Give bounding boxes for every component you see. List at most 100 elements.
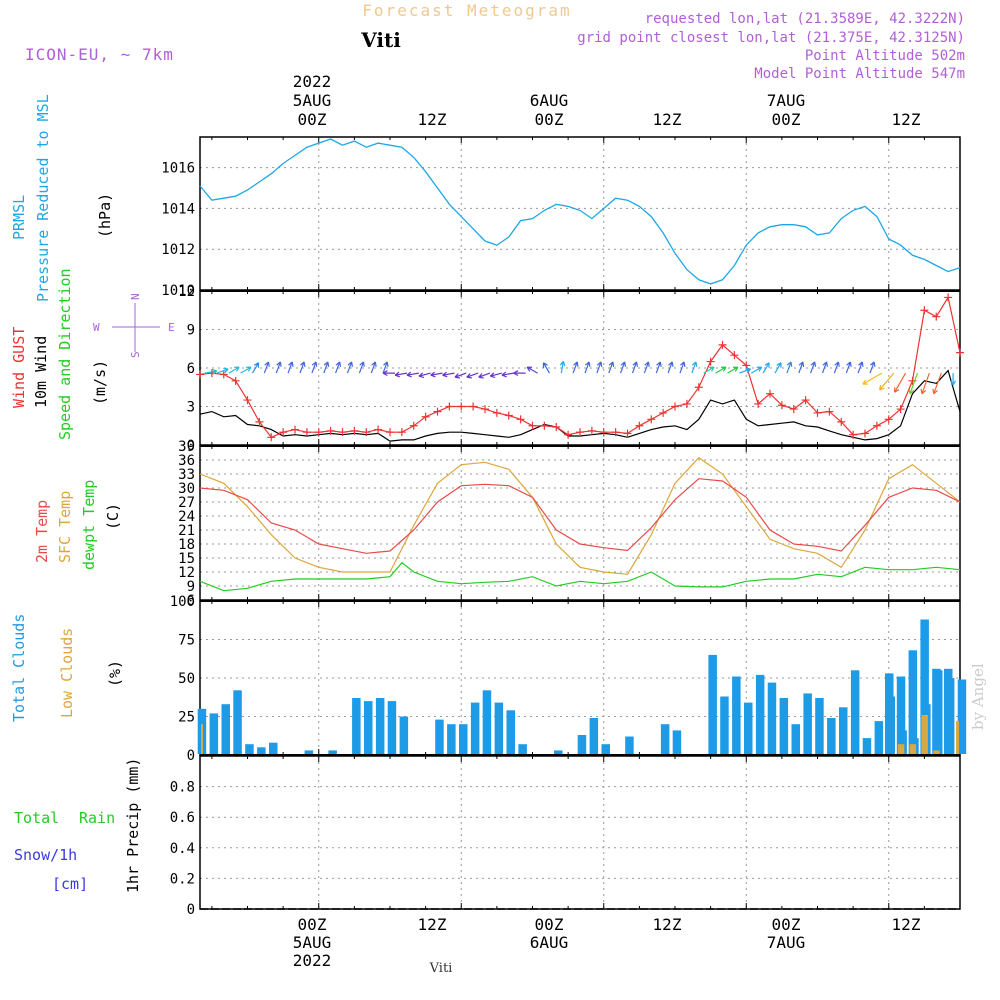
wind-direction-arrow	[382, 361, 389, 374]
wind-direction-arrow	[478, 372, 491, 379]
wind-gust-point	[789, 405, 798, 414]
wind-gust-point	[694, 383, 703, 392]
total-clouds-bar	[494, 702, 504, 754]
total-clouds-bar	[577, 735, 587, 754]
wind-gust-point	[801, 396, 810, 405]
wind-gust-point	[481, 405, 489, 414]
wind-gust-point	[956, 348, 964, 357]
compass-south: S	[129, 351, 142, 358]
total-clouds-bar	[459, 724, 468, 754]
low-clouds-bar	[897, 744, 905, 754]
wind-gust-point	[279, 428, 288, 437]
model-label: ICON-EU, ~ 7km	[25, 45, 174, 64]
pressure-label-2: Pressure Reduced to MSL	[34, 94, 52, 302]
wind-direction-arrow	[879, 372, 895, 391]
wind-gust-point	[861, 429, 869, 438]
total-clouds-bar	[957, 679, 967, 754]
y-tick-label: 12	[178, 284, 195, 300]
wind-gust-point	[291, 425, 299, 434]
temp-unit-label: (C)	[104, 503, 122, 530]
wind-gust-point	[587, 426, 596, 435]
total-clouds-bar	[601, 744, 610, 754]
wind-direction-arrow	[572, 361, 579, 374]
wind-direction-arrow	[679, 361, 686, 374]
total-clouds-bar	[470, 702, 480, 754]
wind-direction-arrow	[216, 367, 229, 374]
y-tick-label: 33	[178, 467, 195, 483]
total-clouds-bar	[932, 668, 941, 754]
y-tick-label: 24	[178, 509, 195, 525]
y-tick-label: 6	[187, 593, 195, 609]
bottom-time-label: 5AUG	[293, 933, 332, 952]
wind-gust-point	[243, 396, 252, 405]
wind-direction-arrow	[489, 372, 503, 378]
y-tick-label: 1014	[161, 201, 195, 217]
wind-direction-arrow	[406, 371, 419, 378]
sfc-temp-series-line	[199, 456, 961, 575]
y-tick-label: 0	[187, 438, 195, 454]
wind-direction-arrow	[513, 370, 526, 377]
wind-direction-arrow	[810, 361, 817, 374]
total-clouds-bar	[944, 668, 953, 754]
low-clouds-bar	[956, 721, 959, 754]
total-clouds-bar	[447, 724, 456, 754]
wind-gust-point	[706, 357, 715, 366]
wind-direction-arrow	[920, 372, 930, 395]
snow-label: Snow/1h	[14, 846, 77, 864]
wind-gust-point	[267, 433, 276, 442]
wind-gust-point	[552, 423, 561, 432]
wind-direction-arrow	[335, 361, 342, 374]
wind-direction-arrow	[323, 361, 330, 374]
y-tick-label: 1010	[161, 283, 195, 299]
compass-rose: W E N S	[93, 293, 175, 358]
watermark: by Angel	[969, 663, 987, 730]
location-title: Viti	[360, 28, 401, 52]
wind-direction-arrow	[932, 372, 942, 395]
y-tick-label: 21	[178, 523, 195, 539]
total-clouds-bar	[720, 696, 729, 754]
total-clouds-bar	[827, 718, 836, 754]
wind-gust-point	[920, 306, 929, 315]
total-clouds-bar	[839, 707, 848, 754]
total-clouds-bar	[732, 676, 741, 754]
total-clouds-bar	[755, 674, 765, 754]
total-clouds-bar	[506, 710, 515, 754]
wind-direction-arrow	[833, 361, 840, 374]
wind-gust-point	[374, 425, 383, 434]
bottom-time-label: 00Z	[535, 915, 564, 934]
y-tick-label: 0.6	[170, 810, 195, 826]
total-clouds-bar	[375, 698, 385, 754]
super-title: Forecast Meteogram	[362, 1, 571, 20]
wind-direction-arrow	[762, 362, 770, 374]
clouds-unit-label: (%)	[106, 660, 124, 687]
wind-direction-arrow	[584, 361, 591, 374]
t2m-series-line	[199, 478, 961, 554]
top-time-label: 00Z	[535, 110, 564, 129]
wind-gust-point	[872, 421, 881, 430]
y-tick-label: 9	[187, 579, 195, 595]
wind-gust-point	[647, 415, 656, 424]
wind-gust-label: Wind GUST	[10, 327, 28, 408]
wind-direction-arrow	[631, 361, 638, 374]
total-clouds-bar	[233, 690, 242, 754]
wind-direction-arrow	[418, 372, 431, 378]
total-clouds-bar	[791, 724, 800, 754]
total-clouds-bar	[269, 742, 278, 754]
snow-unit-label: [cm]	[52, 875, 88, 893]
requested-coords: requested lon,lat (21.3589E, 42.3222N)	[645, 11, 965, 27]
wind-direction-arrow	[275, 361, 282, 374]
pressure-label-1: PRMSL	[10, 195, 28, 240]
wind-direction-arrow	[299, 361, 306, 374]
total-clouds-bar	[767, 682, 777, 754]
wind-gust-point	[528, 421, 537, 430]
wind-gust-point	[635, 421, 644, 430]
wind-gust-point	[314, 428, 323, 437]
wind-gust-point	[409, 421, 418, 430]
footer-location: Viti	[429, 961, 453, 976]
y-tick-label: 75	[178, 633, 195, 649]
low-clouds-bar	[921, 715, 928, 754]
total-clouds-label: Total Clouds	[10, 614, 28, 722]
top-time-label: 12Z	[418, 110, 447, 129]
wind-direction-arrow	[251, 362, 260, 374]
wind-direction-arrow	[862, 372, 883, 385]
